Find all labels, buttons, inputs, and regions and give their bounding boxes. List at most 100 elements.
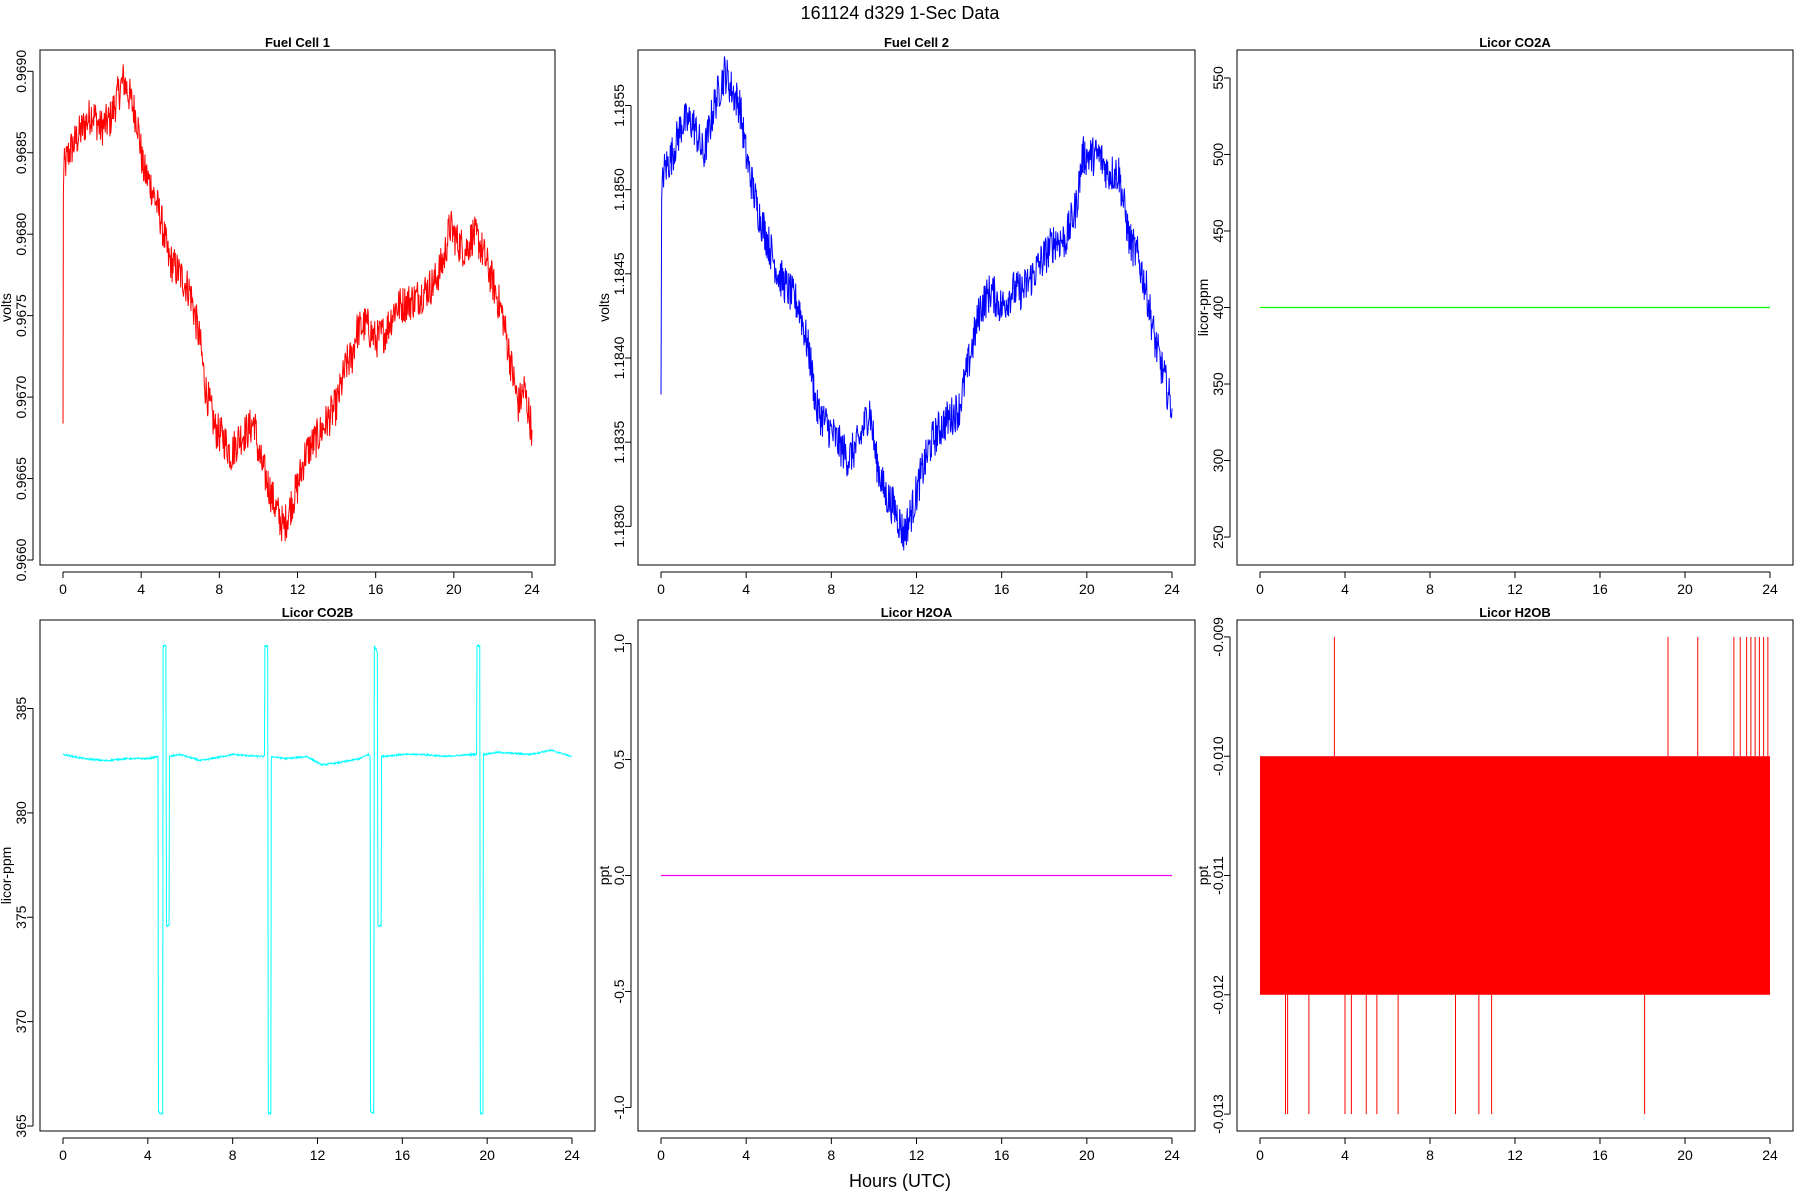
y-tick-label: 1.1840 [611,336,627,379]
y-tick-label: 0.9685 [13,131,29,174]
y-tick-label: 1.1830 [611,505,627,548]
x-tick-label: 4 [1341,581,1349,597]
x-tick-label: 12 [290,581,306,597]
x-tick-label: 16 [1592,581,1608,597]
x-tick-label: 20 [479,1147,495,1163]
x-tick-label: 20 [1079,581,1095,597]
y-tick-label: -0.011 [1210,856,1226,895]
x-tick-label: 0 [59,581,67,597]
y-tick-label: 1.1845 [611,252,627,295]
panel-title: Licor CO2B [282,605,354,620]
plot-frame [1236,49,1794,566]
x-tick-label: 24 [1164,581,1180,597]
x-tick-label: 4 [742,581,750,597]
panel-licor-co2b: Licor CO2B licor-ppm 0 4 8 12 16 20 24 365 370 37… [0,605,596,1163]
x-tick-label: 0 [657,581,665,597]
x-tick-label: 16 [395,1147,411,1163]
x-tick-label: 12 [310,1147,326,1163]
x-tick-label: 24 [564,1147,580,1163]
y-tick-label: 1.1835 [611,421,627,464]
y-tick-label: 0.9680 [13,213,29,256]
plot-area [660,56,1173,551]
x-tick-label: 24 [1762,1147,1778,1163]
x-tick-label: 12 [909,581,925,597]
series-band [1260,756,1770,995]
y-tick-label: 500 [1210,143,1226,167]
figure-title: 161124 d329 1-Sec Data [801,3,1001,23]
y-tick-label: 370 [13,1010,29,1034]
y-tick-label: 0.9690 [13,50,29,93]
x-tick-label: 4 [144,1147,152,1163]
y-tick-label: 250 [1210,525,1226,549]
plot-area [1260,636,1770,1115]
y-tick-label: 1.0 [611,634,627,654]
y-tick-label: 350 [1210,372,1226,396]
x-tick-label: 16 [1592,1147,1608,1163]
y-axis-label: volts [0,293,14,322]
x-tick-label: 4 [742,1147,750,1163]
x-tick-label: 16 [368,581,384,597]
x-tick-label: 0 [1256,1147,1264,1163]
y-tick-label: 0.9675 [13,294,29,337]
x-tick-label: 8 [229,1147,237,1163]
y-tick-label: 0.0 [611,866,627,886]
panel-licor-co2a: Licor CO2A licor-ppm 0 4 8 12 16 20 24 250 300 35… [1195,35,1794,597]
panel-fuel-cell-2: Fuel Cell 2 volts 0 4 8 12 16 20 24 1.1830 1.183… [596,35,1196,597]
x-tick-label: 12 [1507,1147,1523,1163]
x-tick-label: 8 [827,1147,835,1163]
plot-frame [1236,619,1794,1132]
x-tick-label: 8 [1426,1147,1434,1163]
x-tick-label: 0 [657,1147,665,1163]
plot-frame [637,619,1196,1132]
x-tick-label: 20 [446,581,462,597]
x-tick-label: 4 [1341,1147,1349,1163]
y-tick-label: 365 [13,1114,29,1138]
y-tick-label: -1.0 [611,1095,627,1119]
y-tick-label: 1.1850 [611,168,627,211]
y-tick-label: 400 [1210,296,1226,320]
plot-frame [637,49,1196,566]
x-tick-label: 24 [524,581,540,597]
panel-title: Fuel Cell 2 [884,35,949,50]
x-tick-label: 8 [827,581,835,597]
y-axis-label: ppt [1195,866,1211,886]
plot-area [62,64,533,542]
x-tick-label: 16 [994,1147,1010,1163]
x-tick-label: 0 [1256,581,1264,597]
x-tick-label: 24 [1762,581,1778,597]
series-line [62,64,533,542]
y-tick-label: 385 [13,697,29,721]
series-line [62,643,572,1116]
x-tick-label: 20 [1079,1147,1095,1163]
shared-x-axis-label: Hours (UTC) [849,1171,951,1191]
x-tick-label: 12 [909,1147,925,1163]
y-axis-label: ppt [596,866,612,886]
panel-title: Licor CO2A [1479,35,1551,50]
x-tick-label: 24 [1164,1147,1180,1163]
y-tick-label: 0.5 [611,750,627,770]
y-tick-label: -0.010 [1210,736,1226,776]
plot-frame [39,619,596,1132]
y-tick-label: -0.5 [611,979,627,1003]
series-line [660,56,1173,551]
panel-title: Licor H2OA [881,605,953,620]
plot-area [62,643,572,1116]
x-tick-label: 20 [1677,581,1693,597]
x-tick-label: 8 [1426,581,1434,597]
y-axis-label: licor-ppm [0,847,14,905]
y-tick-label: -0.013 [1210,1094,1226,1134]
y-axis-label: licor-ppm [1195,279,1211,337]
panel-title: Licor H2OB [1479,605,1551,620]
y-tick-label: 450 [1210,219,1226,243]
y-tick-label: 300 [1210,449,1226,473]
x-tick-label: 8 [215,581,223,597]
x-tick-label: 4 [137,581,145,597]
y-axis-label: volts [596,293,612,322]
y-tick-label: 375 [13,905,29,929]
plot-frame [39,49,556,566]
y-tick-label: 380 [13,801,29,825]
panel-licor-h2oa: Licor H2OA ppt 0 4 8 12 16 20 24 -1.0 -0.5 0.0 0.5… [596,605,1196,1163]
panel-fuel-cell-1: Fuel Cell 1 volts 0 4 8 12 16 20 24 0.9660 0.966… [0,35,556,597]
y-tick-label: -0.009 [1210,617,1226,657]
